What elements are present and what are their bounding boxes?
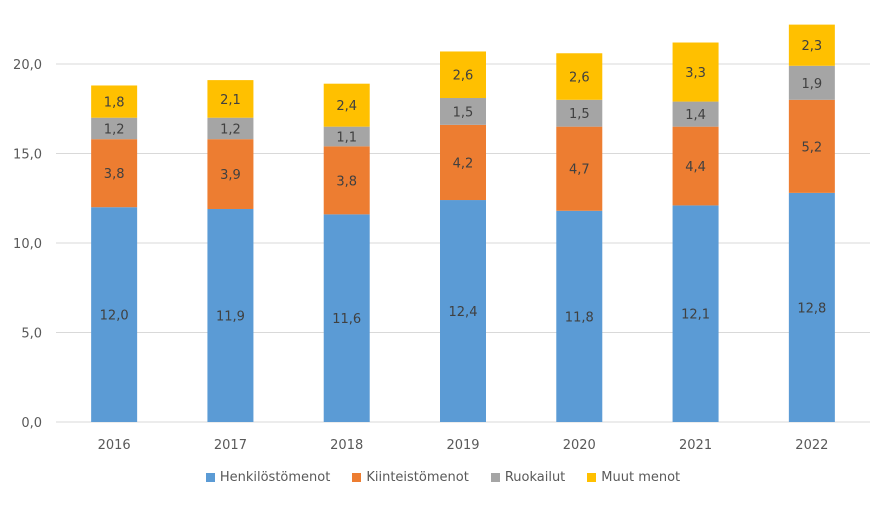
data-label: 2,6 [569,71,590,86]
bar-segment [323,146,370,215]
bar-segment [207,117,254,140]
legend-label: Muut menot [601,470,681,485]
y-tick-label: 5,0 [21,327,42,342]
data-label: 2,3 [802,39,823,54]
data-label: 1,5 [569,107,590,122]
bar-segment [207,208,254,422]
data-label: 2,6 [453,69,474,84]
data-label: 4,2 [453,156,474,171]
legend-swatch [587,473,597,482]
legend-item-ruokailut: Ruokailut [490,470,566,485]
y-tick-label: 0,0 [21,416,42,431]
data-label: 4,7 [569,163,590,178]
y-tick-label: 15,0 [13,148,42,163]
bar-segment [323,83,370,127]
bar-segment [672,205,719,422]
bar-segment [323,126,370,147]
data-label: 1,8 [104,96,125,111]
x-tick-label: 2016 [98,438,131,453]
data-label: 1,2 [104,122,125,137]
legend-label: Henkilöstömenot [219,470,331,485]
data-label: 5,2 [802,140,823,155]
data-label: 1,2 [220,122,241,137]
bar-segment [207,139,254,209]
data-label: 12,4 [449,305,478,320]
bar-segment [207,80,254,118]
bar-segment [788,65,835,100]
legend-swatch [205,473,215,482]
bar-segment [323,214,370,422]
data-label: 11,6 [332,312,361,327]
bar-segment [440,51,486,99]
data-label: 1,9 [802,77,823,92]
bar-segment [440,200,486,422]
x-tick-label: 2021 [679,438,712,453]
bar-segment [440,98,486,125]
bar-segment [672,101,719,127]
data-label: 2,4 [336,99,357,114]
y-tick-label: 20,0 [13,58,42,73]
data-label: 11,9 [216,309,245,324]
bar-segment [556,210,603,422]
bar-segment [440,124,486,201]
x-tick-label: 2019 [446,438,479,453]
bar-segment [91,85,138,118]
legend-item-muut-menot: Muut menot [587,470,680,485]
bar-segment [788,99,835,193]
data-label: 1,4 [685,108,706,123]
data-label: 3,8 [336,174,357,189]
bar-segment [556,126,603,211]
y-tick-label: 10,0 [13,237,42,252]
data-label: 11,8 [565,310,594,325]
bar-segment [91,207,138,422]
data-label: 4,4 [685,160,706,175]
legend-item-henkilostomenot: Henkilöstömenot [205,470,331,485]
data-label: 3,9 [220,168,241,183]
data-label: 12,0 [100,309,129,324]
stacked-bar-chart: 0,0 5,0 10,0 15,0 20,0 12,0 3,8 1,2 1,8 2016 11,9 3… [13,24,870,453]
bar-segment [788,192,835,422]
x-tick-label: 2020 [563,438,596,453]
bar-segment [556,99,603,127]
x-tick-label: 2018 [330,438,363,453]
legend-label: Ruokailut [504,470,566,485]
x-tick-label: 2022 [795,438,828,453]
legend-swatch [490,473,500,482]
data-label: 3,3 [685,66,706,81]
legend-label: Kiinteistömenot [366,470,469,485]
data-label: 1,5 [453,105,474,120]
bar-segment [91,139,138,208]
bar-segment [556,53,603,100]
legend-item-kiinteistomenot: Kiinteistömenot [352,470,469,485]
legend: Henkilöstömenot Kiinteistömenot Ruokailu… [0,470,886,485]
data-label: 3,8 [104,167,125,182]
data-label: 12,8 [797,301,826,316]
data-label: 12,1 [681,308,710,323]
x-tick-label: 2017 [214,438,247,453]
data-label: 1,1 [336,130,357,145]
bar-segment [788,24,835,66]
legend-swatch [352,473,362,482]
bar-segment [672,42,719,102]
data-label: 2,1 [220,93,241,108]
bar-segment [672,126,719,206]
bar-segment [91,117,138,140]
